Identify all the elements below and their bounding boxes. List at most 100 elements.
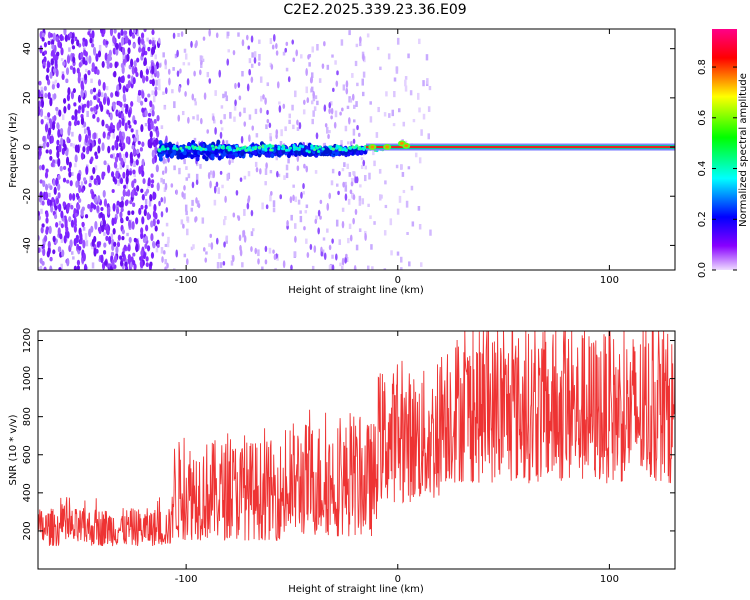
spectrogram-noise-cell	[195, 179, 199, 186]
spectrogram-band-cell	[286, 153, 291, 159]
spectrogram-noise-cell	[149, 108, 153, 113]
spectrogram-noise-cell	[346, 163, 349, 170]
spectrogram-noise-cell	[72, 143, 76, 149]
spectrogram-peak-cell	[301, 145, 305, 149]
spectrogram-noise-cell	[354, 60, 358, 67]
spectrogram-peak-cell	[297, 147, 301, 151]
snr-x-tick-label: 100	[600, 574, 619, 585]
spectrogram-noise-cell	[185, 258, 189, 266]
spectrogram-noise-cell	[140, 32, 145, 39]
spectrogram-noise-cell	[78, 245, 82, 251]
spectrogram-noise-cell	[273, 254, 277, 261]
spectrogram-noise-cell	[77, 173, 81, 182]
spectrogram-noise-cell	[354, 176, 358, 184]
spectrogram-noise-cell	[229, 111, 232, 119]
spectrogram-noise-cell	[220, 105, 224, 109]
spectrogram-noise-cell	[163, 196, 166, 204]
spectrogram-noise-cell	[178, 85, 181, 93]
spectrogram-panel: -100 0 100 -40 -20 0 20 40 Height of straight …	[8, 28, 676, 296]
spectrogram-noise-cell	[246, 83, 250, 92]
spectrogram-noise-cell	[154, 225, 158, 232]
spectrogram-noise-cell	[78, 133, 82, 143]
spectrogram-noise-cell	[78, 61, 82, 68]
spectrogram-noise-cell	[144, 198, 148, 205]
spectrogram-x-tick-label: 100	[600, 275, 619, 286]
spectrogram-noise-cell	[99, 211, 103, 218]
spectrogram-peak-cell	[221, 146, 225, 150]
spectrogram-noise-cell	[156, 115, 160, 122]
spectrogram-noise-cell	[351, 93, 355, 101]
spectrogram-noise-cell	[58, 143, 62, 153]
spectrogram-noise-cell	[73, 238, 77, 247]
spectrogram-noise-cell	[339, 262, 342, 267]
spectrogram-noise-cell	[81, 104, 85, 114]
spectrogram-noise-cell	[52, 179, 56, 187]
spectrogram-peak-cell	[287, 148, 291, 152]
spectrogram-noise-cell	[286, 220, 289, 227]
spectrogram-noise-cell	[180, 31, 184, 38]
spectrogram-noise-cell	[86, 100, 90, 109]
spectrogram-noise-cell	[344, 193, 348, 201]
spectrogram-noise-cell	[331, 168, 335, 174]
spectrogram-noise-cell	[109, 266, 113, 270]
spectrogram-noise-cell	[372, 150, 375, 156]
spectrogram-noise-cell	[65, 226, 69, 233]
spectrogram-noise-cell	[145, 66, 149, 70]
spectrogram-noise-cell	[343, 162, 346, 167]
spectrogram-noise-cell	[83, 73, 88, 81]
spectrogram-noise-cell	[253, 57, 257, 64]
spectrogram-noise-cell	[80, 187, 85, 193]
spectrogram-noise-cell	[175, 189, 178, 195]
spectrogram-noise-cell	[88, 228, 92, 238]
spectrogram-noise-cell	[285, 164, 289, 171]
spectrogram-noise-cell	[233, 105, 237, 111]
spectrogram-noise-cell	[47, 79, 51, 86]
spectrogram-noise-cell	[261, 266, 264, 270]
spectrogram-noise-cell	[89, 88, 94, 95]
spectrogram-noise-cell	[140, 204, 144, 210]
spectrogram-peak-cell	[179, 146, 183, 150]
spectrogram-noise-cell	[341, 265, 344, 270]
spectrogram-noise-cell	[57, 174, 61, 180]
spectrogram-noise-cell	[212, 115, 215, 122]
spectrogram-noise-cell	[172, 32, 176, 39]
spectrogram-noise-cell	[135, 217, 139, 225]
spectrogram-noise-cell	[290, 214, 293, 221]
spectrogram-noise-cell	[77, 203, 81, 210]
spectrogram-noise-cell	[39, 245, 43, 253]
spectrogram-noise-cell	[74, 163, 77, 168]
spectrogram-noise-cell	[404, 79, 407, 87]
spectrogram-noise-cell	[72, 193, 76, 201]
spectrogram-noise-cell	[124, 52, 127, 57]
spectrogram-noise-cell	[48, 225, 52, 235]
spectrogram-noise-cell	[127, 119, 131, 126]
spectrogram-noise-cell	[76, 67, 80, 74]
spectrogram-noise-cell	[55, 106, 59, 112]
spectrogram-noise-cell	[248, 114, 252, 120]
spectrogram-noise-cell	[90, 107, 94, 112]
spectrogram-noise-cell	[63, 105, 67, 114]
spectrogram-noise-cell	[68, 120, 72, 128]
spectrogram-noise-cell	[243, 107, 246, 114]
spectrogram-noise-cell	[358, 200, 362, 206]
spectrogram-noise-cell	[364, 165, 368, 170]
spectrogram-peak-cell	[210, 144, 215, 148]
spectrogram-noise-cell	[274, 267, 277, 270]
spectrogram-noise-cell	[284, 47, 288, 53]
spectrogram-noise-cell	[257, 249, 260, 257]
spectrogram-noise-cell	[361, 91, 365, 97]
spectrogram-noise-cell	[120, 196, 125, 201]
spectrogram-noise-cell	[344, 184, 348, 192]
spectrogram-noise-cell	[38, 107, 41, 114]
spectrogram-noise-cell	[102, 131, 106, 139]
spectrogram-noise-cell	[71, 45, 76, 50]
spectrogram-noise-cell	[363, 174, 367, 182]
spectrogram-y-tick-label: -20	[22, 188, 33, 204]
spectrogram-peak-cell	[370, 145, 375, 149]
spectrogram-noise-cell	[427, 133, 430, 140]
spectrogram-noise-cell	[128, 236, 132, 244]
spectrogram-noise-cell	[112, 35, 116, 44]
spectrogram-noise-cell	[119, 177, 124, 185]
spectrogram-noise-cell	[98, 227, 102, 235]
spectrogram-noise-cell	[94, 220, 98, 230]
